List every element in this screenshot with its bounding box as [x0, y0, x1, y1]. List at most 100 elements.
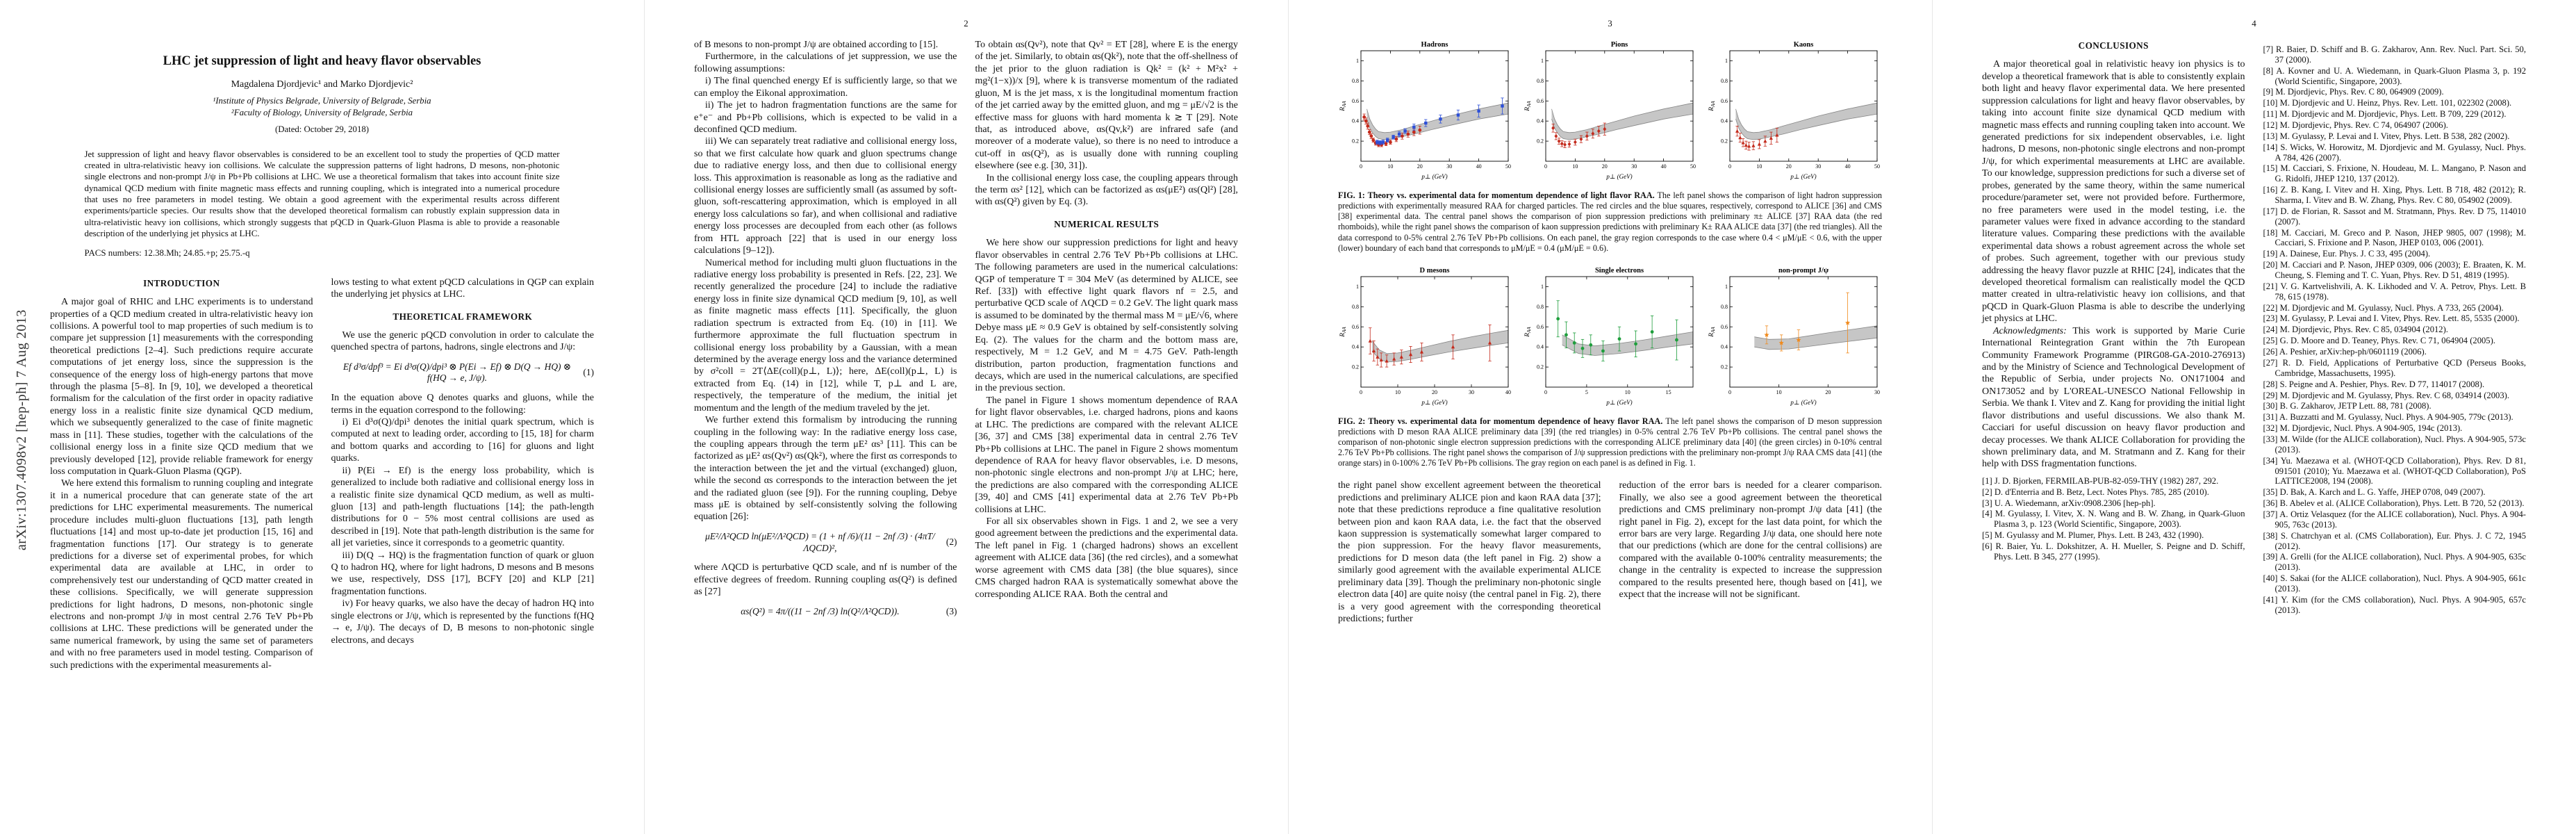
plot-Kaons: 0 10 20 30 40 50 0.2 0.4 0.6 0.8 1 Kaons p⊥ (GeV) RAA [1708, 41, 1880, 180]
body-paragraph: Acknowledgments: This work is supported … [1982, 325, 2245, 470]
page-2: 2 of B mesons to non-prompt J/ψ are obta… [644, 0, 1288, 834]
svg-text:30: 30 [1446, 163, 1452, 170]
svg-text:Hadrons: Hadrons [1421, 41, 1448, 49]
title-block: LHC jet suppression of light and heavy f… [50, 54, 594, 135]
svg-text:0.4: 0.4 [1537, 118, 1544, 124]
body-paragraph: Furthermore, in the calculations of jet … [694, 51, 957, 74]
reference-item: [31] A. Buzzatti and M. Gyulassy, Nucl. … [2263, 412, 2513, 423]
svg-text:0: 0 [1728, 389, 1731, 395]
body-paragraph: We here show our suppression predictions… [975, 238, 1239, 394]
svg-text:p⊥ (GeV): p⊥ (GeV) [1605, 173, 1632, 180]
equation-number: (3) [946, 605, 957, 616]
plot-Pions: 0 10 20 30 40 50 0.2 0.4 0.6 0.8 1 Pions p⊥ (GeV) RAA [1524, 41, 1696, 180]
body-paragraph: A major goal of RHIC and LHC experiments… [50, 297, 313, 477]
reference-list: [7] R. Baier, D. Schiff and B. G. Zakhar… [2263, 44, 2527, 616]
body-paragraph: lows testing to what extent pQCD calcula… [331, 277, 595, 300]
svg-text:1: 1 [1725, 284, 1728, 290]
svg-text:0: 0 [1728, 163, 1731, 170]
svg-text:0.8: 0.8 [1721, 304, 1728, 310]
fig2-panel-nonprompt-jpsi: 0 10 20 30 0.2 0.4 0.6 0.8 1 non-prompt J/ψ p⊥ (Ge… [1707, 265, 1882, 411]
plot-D mesons: 0 10 20 30 40 0.2 0.4 0.6 0.8 1 D mesons p⊥ (GeV) RA… [1339, 267, 1511, 406]
reference-item: [8] A. Kovner and U. A. Wiedemann, in Qu… [2263, 65, 2527, 86]
svg-text:p⊥ (GeV): p⊥ (GeV) [1790, 399, 1816, 406]
svg-text:10: 10 [1776, 389, 1782, 395]
svg-text:0.8: 0.8 [1352, 304, 1359, 310]
svg-text:10: 10 [1624, 389, 1630, 395]
svg-text:p⊥ (GeV): p⊥ (GeV) [1421, 399, 1447, 406]
figure-2: 0 10 20 30 40 0.2 0.4 0.6 0.8 1 D mesons p⊥ (GeV) RA… [1338, 265, 1882, 469]
reference-item: [21] V. G. Kartvelishvili, A. K. Likhode… [2263, 281, 2527, 302]
svg-text:0.2: 0.2 [1721, 363, 1728, 370]
page-1: arXiv:1307.4098v2 [hep-ph] 7 Aug 2013 LH… [0, 0, 644, 834]
svg-text:0: 0 [1544, 163, 1547, 170]
svg-text:30: 30 [1631, 163, 1637, 170]
svg-text:20: 20 [1601, 163, 1607, 170]
svg-text:0.2: 0.2 [1537, 363, 1544, 370]
svg-text:40: 40 [1845, 163, 1851, 170]
reference-item: [23] M. Gyulassy, P. Levai and I. Vitev,… [2263, 313, 2520, 324]
svg-text:0.6: 0.6 [1352, 324, 1359, 330]
fig1-panel-kaons: 0 10 20 30 40 50 0.2 0.4 0.6 0.8 1 Kaons p⊥ (GeV) RAA [1707, 39, 1882, 186]
svg-text:0.4: 0.4 [1352, 118, 1359, 124]
section-heading: INTRODUCTION [143, 277, 220, 288]
svg-text:RAA: RAA [1339, 101, 1347, 112]
svg-text:0.8: 0.8 [1721, 78, 1728, 84]
page4-column-left: CONCLUSIONS A major theoretical goal in r… [1982, 39, 2245, 616]
body-paragraph: We here extend this formalism to running… [50, 478, 313, 671]
page4-column-right: [7] R. Baier, D. Schiff and B. G. Zakhar… [2263, 39, 2527, 616]
figure-2-caption: FIG. 2: Theory vs. experimental data for… [1338, 416, 1882, 469]
reference-item: [6] R. Baier, Yu. L. Dokshitzer, A. H. M… [1982, 541, 2245, 562]
svg-text:0.4: 0.4 [1537, 343, 1544, 350]
svg-text:non-prompt J/ψ: non-prompt J/ψ [1778, 267, 1829, 275]
equation-body: Ef d³σ/dpf³ = Ei d³σ(Q)/dpi³ ⊗ P(Ei → Ef… [342, 361, 572, 384]
figure-2-caption-text: The left panel shows the comparison of D… [1338, 416, 1882, 468]
svg-text:10: 10 [1572, 163, 1578, 170]
reference-item: [39] A. Grelli (for the ALICE collaborat… [2263, 552, 2527, 573]
body-paragraph: ii) The jet to hadron fragmentation func… [694, 100, 957, 135]
reference-item: [12] M. Djordjevic, Phys. Rev. C 74, 064… [2263, 120, 2448, 131]
svg-text:50: 50 [1690, 163, 1696, 170]
body-paragraph: In the equation above Q denotes quarks a… [331, 393, 595, 416]
page3-column-right: reduction of the error bars is needed fo… [1619, 480, 1883, 625]
body-paragraph: To obtain αs(Qv²), note that Qv² = ET [2… [975, 40, 1239, 172]
svg-text:RAA: RAA [1708, 101, 1716, 112]
reference-item: [28] S. Peigne and A. Peshier, Phys. Rev… [2263, 379, 2485, 389]
reference-item: [33] M. Wilde (for the ALICE collaborati… [2263, 434, 2527, 455]
body-paragraph: where ΛQCD is perturbative QCD scale, an… [694, 562, 957, 598]
reference-item: [13] M. Gyulassy, P. Levai and I. Vitev,… [2263, 131, 2510, 141]
svg-text:0.6: 0.6 [1721, 98, 1728, 104]
reference-item: [19] A. Dainese, Eur. Phys. J. C 33, 495… [2263, 249, 2431, 259]
reference-item: [15] M. Cacciari, S. Frixione, N. Houdea… [2263, 163, 2527, 184]
figure-1-caption-text: The left panel shows the comparison of l… [1338, 190, 1883, 253]
svg-text:1: 1 [1356, 284, 1359, 290]
body-paragraph: the right panel show excellent agreement… [1338, 480, 1601, 625]
plot-Single electrons: 0 5 10 15 0.2 0.4 0.6 0.8 1 Single electrons p⊥ (G… [1524, 267, 1693, 406]
page-number: 4 [2252, 18, 2256, 28]
reference-item: [4] M. Gyulassy, I. Vitev, X. N. Wang an… [1982, 509, 2245, 530]
affiliation-1: ¹Institute of Physics Belgrade, Universi… [213, 96, 431, 106]
figure-2-caption-lead: FIG. 2: Theory vs. experimental data for… [1338, 416, 1663, 426]
svg-text:0.6: 0.6 [1352, 98, 1359, 104]
svg-text:p⊥ (GeV): p⊥ (GeV) [1790, 173, 1816, 180]
svg-text:40: 40 [1505, 389, 1511, 395]
svg-text:40: 40 [1660, 163, 1666, 170]
body-paragraph: ii) P(Ei → Ef) is the energy loss probab… [331, 465, 595, 549]
body-paragraph: i) The final quenched energy Ef is suffi… [694, 76, 957, 99]
reference-item: [40] S. Sakai (for the ALICE collaborati… [2263, 573, 2527, 594]
svg-text:0.4: 0.4 [1721, 343, 1728, 350]
svg-text:20: 20 [1786, 163, 1792, 170]
arxiv-watermark: arXiv:1307.4098v2 [hep-ph] 7 Aug 2013 [14, 309, 29, 550]
svg-text:D mesons: D mesons [1420, 267, 1450, 275]
svg-text:0.8: 0.8 [1352, 78, 1359, 84]
reference-item: [14] S. Wicks, W. Horowitz, M. Djordjevi… [2263, 142, 2527, 163]
figure-1-panels: 0 10 20 30 40 50 0.2 0.4 0.6 0.8 1 Hadrons p⊥ (GeV) R… [1338, 39, 1882, 186]
equation-number: (2) [946, 537, 957, 548]
svg-text:RAA: RAA [1339, 326, 1347, 337]
display-equation: αs(Q²) = 4π/((11 − 2nf /3) ln(Q²/Λ²QCD))… [694, 606, 957, 618]
svg-text:10: 10 [1756, 163, 1762, 170]
svg-text:0.2: 0.2 [1537, 138, 1544, 145]
reference-item: [16] Z. B. Kang, I. Vitev and H. Xing, P… [2263, 185, 2527, 206]
equation-number: (1) [583, 367, 594, 378]
paragraph-lead: Acknowledgments: [1993, 325, 2073, 336]
reference-item: [10] M. Djordjevic and U. Heinz, Phys. R… [2263, 98, 2512, 108]
